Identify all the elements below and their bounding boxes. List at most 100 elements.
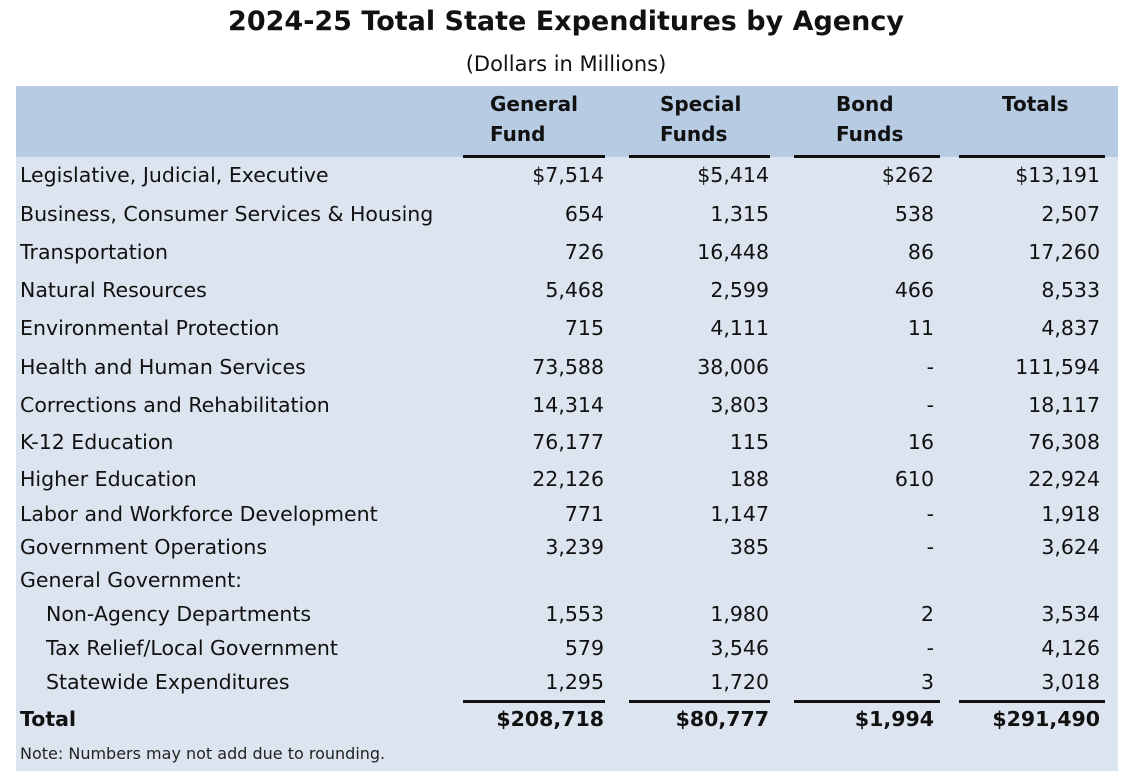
cell-special-funds: 4,111 [710, 316, 769, 340]
cell-bond-funds: - [926, 535, 934, 559]
row-label: Statewide Expenditures [46, 670, 290, 694]
cell-special-funds: 1,980 [710, 602, 769, 626]
cell-general-fund: 5,468 [545, 278, 604, 302]
cell-general-fund: 771 [564, 502, 604, 526]
page-subtitle: (Dollars in Millions) [465, 52, 667, 76]
column-header-general-fund: General Fund [490, 92, 578, 146]
column-header-totals: Totals [1002, 92, 1069, 116]
cell-general-fund: 1,295 [545, 670, 604, 694]
table-row: Business, Consumer Services & Housing 654… [16, 202, 1118, 236]
table-row: Legislative, Judicial, Executive $7,514 $5… [16, 163, 1118, 197]
total-general-fund: $208,718 [496, 707, 604, 731]
column-header-bond-funds: Bond Funds [836, 92, 904, 146]
total-totals: $291,490 [992, 707, 1100, 731]
total-rule-general [463, 700, 605, 703]
cell-special-funds: $5,414 [697, 163, 769, 187]
cell-totals: 17,260 [1028, 240, 1100, 264]
cell-bond-funds: 3 [920, 670, 934, 694]
cell-totals: 8,533 [1041, 278, 1100, 302]
cell-totals: 3,624 [1041, 535, 1100, 559]
header-rule-totals [959, 155, 1105, 158]
cell-general-fund: 654 [564, 202, 604, 226]
table-row: Labor and Workforce Development 771 1,147 -… [16, 502, 1118, 536]
table-row: General Government: [16, 568, 1118, 602]
cell-general-fund: 73,588 [532, 355, 604, 379]
row-label: Government Operations [20, 535, 268, 559]
row-label: General Government: [20, 568, 243, 592]
cell-special-funds: 115 [729, 430, 769, 454]
cell-general-fund: 22,126 [532, 467, 604, 491]
total-rule-special [629, 700, 770, 703]
page-title: 2024-25 Total State Expenditures by Agen… [228, 6, 904, 37]
row-label: Legislative, Judicial, Executive [20, 163, 329, 187]
cell-bond-funds: 2 [920, 602, 934, 626]
cell-bond-funds: 86 [907, 240, 934, 264]
cell-totals: 4,837 [1041, 316, 1100, 340]
cell-bond-funds: 538 [894, 202, 934, 226]
header-rule-general [463, 155, 605, 158]
cell-special-funds: 3,803 [710, 393, 769, 417]
column-header-special-funds: Special Funds [660, 92, 742, 146]
cell-general-fund: 1,553 [545, 602, 604, 626]
table-row: Government Operations 3,239 385 - 3,624 [16, 535, 1118, 569]
total-row: Total $208,718 $80,777 $1,994 $291,490 [16, 707, 1118, 741]
cell-general-fund: $7,514 [532, 163, 604, 187]
row-label: Non-Agency Departments [46, 602, 312, 626]
cell-bond-funds: - [926, 502, 934, 526]
cell-bond-funds: 16 [907, 430, 934, 454]
table-row: Tax Relief/Local Government 579 3,546 - 4,12… [16, 636, 1118, 670]
cell-totals: 2,507 [1041, 202, 1100, 226]
footnote: Note: Numbers may not add due to roundin… [20, 744, 386, 763]
cell-bond-funds: $262 [881, 163, 934, 187]
table-header-band [16, 86, 1118, 157]
row-label: Tax Relief/Local Government [46, 636, 338, 660]
row-label: Labor and Workforce Development [20, 502, 378, 526]
row-label: Higher Education [20, 467, 197, 491]
total-bond-funds: $1,994 [854, 707, 934, 731]
cell-general-fund: 715 [564, 316, 604, 340]
cell-totals: 1,918 [1041, 502, 1100, 526]
cell-general-fund: 726 [564, 240, 604, 264]
cell-totals: 3,018 [1041, 670, 1100, 694]
cell-bond-funds: - [926, 393, 934, 417]
table-row: Transportation 726 16,448 86 17,260 [16, 240, 1118, 274]
table-row: Non-Agency Departments 1,553 1,980 2 3,534 [16, 602, 1118, 636]
table-row: Environmental Protection 715 4,111 11 4,837 [16, 316, 1118, 350]
cell-general-fund: 14,314 [532, 393, 604, 417]
cell-totals: $13,191 [1015, 163, 1100, 187]
row-label: Business, Consumer Services & Housing [20, 202, 434, 226]
header-rule-bond [794, 155, 940, 158]
cell-special-funds: 38,006 [697, 355, 769, 379]
total-rule-totals [959, 700, 1105, 703]
cell-bond-funds: - [926, 636, 934, 660]
row-label: Environmental Protection [20, 316, 280, 340]
cell-special-funds: 2,599 [710, 278, 769, 302]
table-row: K-12 Education 76,177 115 16 76,308 [16, 430, 1118, 464]
row-label: Corrections and Rehabilitation [20, 393, 330, 417]
total-special-funds: $80,777 [675, 707, 769, 731]
cell-totals: 22,924 [1028, 467, 1100, 491]
total-rule-bond [794, 700, 940, 703]
cell-general-fund: 579 [564, 636, 604, 660]
cell-special-funds: 188 [729, 467, 769, 491]
cell-special-funds: 16,448 [697, 240, 769, 264]
cell-special-funds: 1,720 [710, 670, 769, 694]
row-label: Transportation [20, 240, 169, 264]
cell-bond-funds: 466 [894, 278, 934, 302]
total-label: Total [20, 707, 77, 731]
cell-special-funds: 1,315 [710, 202, 769, 226]
cell-bond-funds: 610 [894, 467, 934, 491]
cell-totals: 4,126 [1041, 636, 1100, 660]
table-panel [16, 86, 1118, 771]
cell-special-funds: 3,546 [710, 636, 769, 660]
cell-totals: 111,594 [1015, 355, 1100, 379]
table-row: Corrections and Rehabilitation 14,314 3,80… [16, 393, 1118, 427]
row-label: K-12 Education [20, 430, 174, 454]
cell-special-funds: 385 [729, 535, 769, 559]
cell-special-funds: 1,147 [710, 502, 769, 526]
header-rule-special [629, 155, 770, 158]
table-row: Health and Human Services 73,588 38,006 - 11… [16, 355, 1118, 389]
table-row: Statewide Expenditures 1,295 1,720 3 3,018 [16, 670, 1118, 704]
cell-totals: 18,117 [1028, 393, 1100, 417]
row-label: Health and Human Services [20, 355, 306, 379]
